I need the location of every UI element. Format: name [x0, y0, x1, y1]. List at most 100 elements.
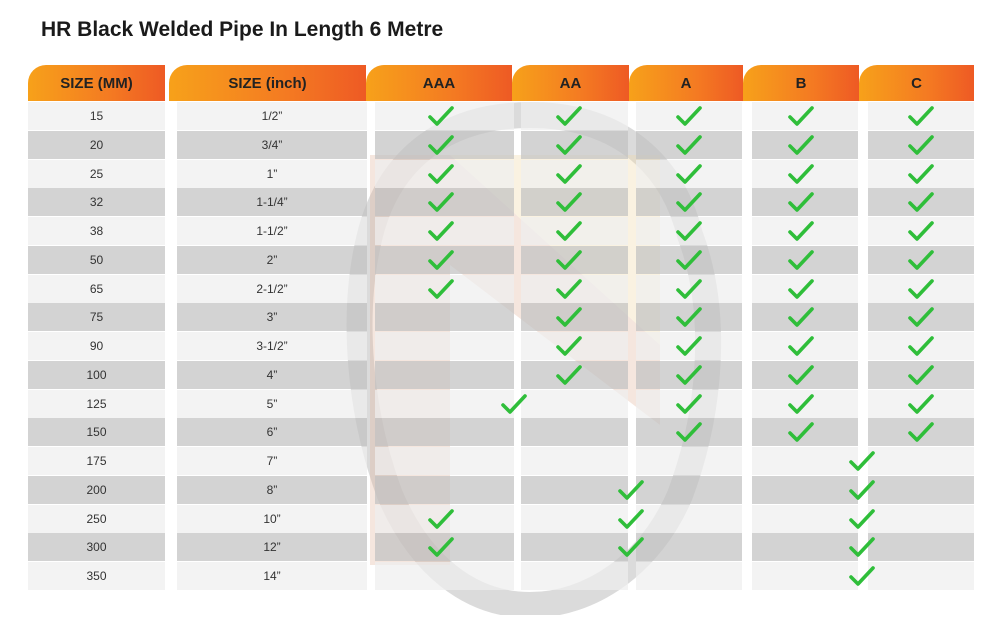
cell-size-inch: 3-1/2”	[177, 332, 367, 360]
cell-grade-aa	[521, 562, 628, 590]
cell-size-inch: 5”	[177, 389, 367, 418]
check-icon	[908, 105, 934, 127]
header-a: A	[629, 65, 743, 101]
cell-grade-c	[868, 159, 974, 188]
cell-grade-c	[868, 475, 974, 504]
check-icon	[428, 278, 454, 300]
cell-grade-c	[868, 332, 974, 360]
cell-size-inch: 3/4”	[177, 130, 367, 159]
check-icon	[676, 163, 702, 185]
check-icon	[676, 306, 702, 328]
check-icon	[556, 191, 582, 213]
cell-grade-a	[636, 360, 742, 389]
check-icon	[676, 191, 702, 213]
check-icon	[908, 134, 934, 156]
cell-grade-aa	[521, 389, 628, 418]
check-icon	[676, 393, 702, 415]
check-icon	[428, 249, 454, 271]
cell-grade-c	[868, 418, 974, 447]
cell-grade-b	[752, 447, 858, 475]
check-icon	[908, 163, 934, 185]
cell-grade-aa	[521, 475, 628, 504]
cell-grade-c	[868, 533, 974, 562]
check-icon	[428, 508, 454, 530]
check-icon	[676, 134, 702, 156]
check-icon	[908, 393, 934, 415]
check-icon	[556, 249, 582, 271]
check-icon	[908, 249, 934, 271]
cell-size-mm: 175	[28, 447, 165, 475]
header-aaa: AAA	[366, 65, 512, 101]
cell-size-inch: 4”	[177, 360, 367, 389]
cell-grade-a	[636, 102, 742, 130]
cell-grade-c	[868, 389, 974, 418]
cell-size-inch: 6”	[177, 418, 367, 447]
cell-size-mm: 38	[28, 217, 165, 245]
cell-size-mm: 150	[28, 418, 165, 447]
cell-size-inch: 7”	[177, 447, 367, 475]
cell-grade-a	[636, 389, 742, 418]
check-icon	[908, 191, 934, 213]
cell-size-mm: 20	[28, 130, 165, 159]
header-aa: AA	[512, 65, 629, 101]
check-icon	[428, 191, 454, 213]
cell-grade-a	[636, 562, 742, 590]
check-icon	[788, 105, 814, 127]
cell-grade-a	[636, 303, 742, 332]
check-icon	[428, 163, 454, 185]
check-icon	[428, 220, 454, 242]
cell-grade-c	[868, 245, 974, 274]
cell-size-mm: 300	[28, 533, 165, 562]
cell-grade-aa	[521, 504, 628, 533]
cell-size-inch: 14”	[177, 562, 367, 590]
cell-grade-aa	[521, 447, 628, 475]
check-icon	[788, 163, 814, 185]
check-icon	[676, 421, 702, 443]
cell-size-mm: 250	[28, 504, 165, 533]
cell-grade-a	[636, 418, 742, 447]
cell-grade-aa	[521, 418, 628, 447]
check-icon	[788, 220, 814, 242]
check-icon	[556, 105, 582, 127]
check-icon	[908, 220, 934, 242]
cell-size-inch: 2”	[177, 245, 367, 274]
cell-grade-b	[752, 504, 858, 533]
cell-grade-c	[868, 504, 974, 533]
check-icon	[676, 249, 702, 271]
header-b: B	[743, 65, 859, 101]
check-icon	[849, 565, 875, 587]
check-icon	[908, 335, 934, 357]
cell-grade-c	[868, 303, 974, 332]
header-c: C	[859, 65, 974, 101]
cell-grade-a	[636, 130, 742, 159]
check-icon	[788, 393, 814, 415]
cell-size-inch: 12”	[177, 533, 367, 562]
check-icon	[556, 364, 582, 386]
cell-size-mm: 25	[28, 159, 165, 188]
cell-grade-c	[868, 188, 974, 217]
cell-grade-aaa	[375, 475, 514, 504]
cell-size-inch: 1”	[177, 159, 367, 188]
cell-grade-a	[636, 188, 742, 217]
cell-grade-aaa	[375, 389, 514, 418]
header-size-inch: SIZE (inch)	[169, 65, 366, 101]
check-icon	[788, 278, 814, 300]
cell-grade-a	[636, 274, 742, 303]
cell-grade-c	[868, 360, 974, 389]
check-icon	[908, 306, 934, 328]
check-icon	[676, 105, 702, 127]
check-icon	[618, 479, 644, 501]
check-icon	[556, 278, 582, 300]
check-icon	[849, 450, 875, 472]
header-size-mm: SIZE (MM)	[28, 65, 165, 101]
check-icon	[556, 134, 582, 156]
check-icon	[556, 163, 582, 185]
check-icon	[908, 364, 934, 386]
cell-size-mm: 65	[28, 274, 165, 303]
cell-grade-a	[636, 533, 742, 562]
cell-grade-c	[868, 102, 974, 130]
cell-size-inch: 2-1/2”	[177, 274, 367, 303]
check-icon	[788, 421, 814, 443]
cell-size-inch: 8”	[177, 475, 367, 504]
cell-size-mm: 100	[28, 360, 165, 389]
